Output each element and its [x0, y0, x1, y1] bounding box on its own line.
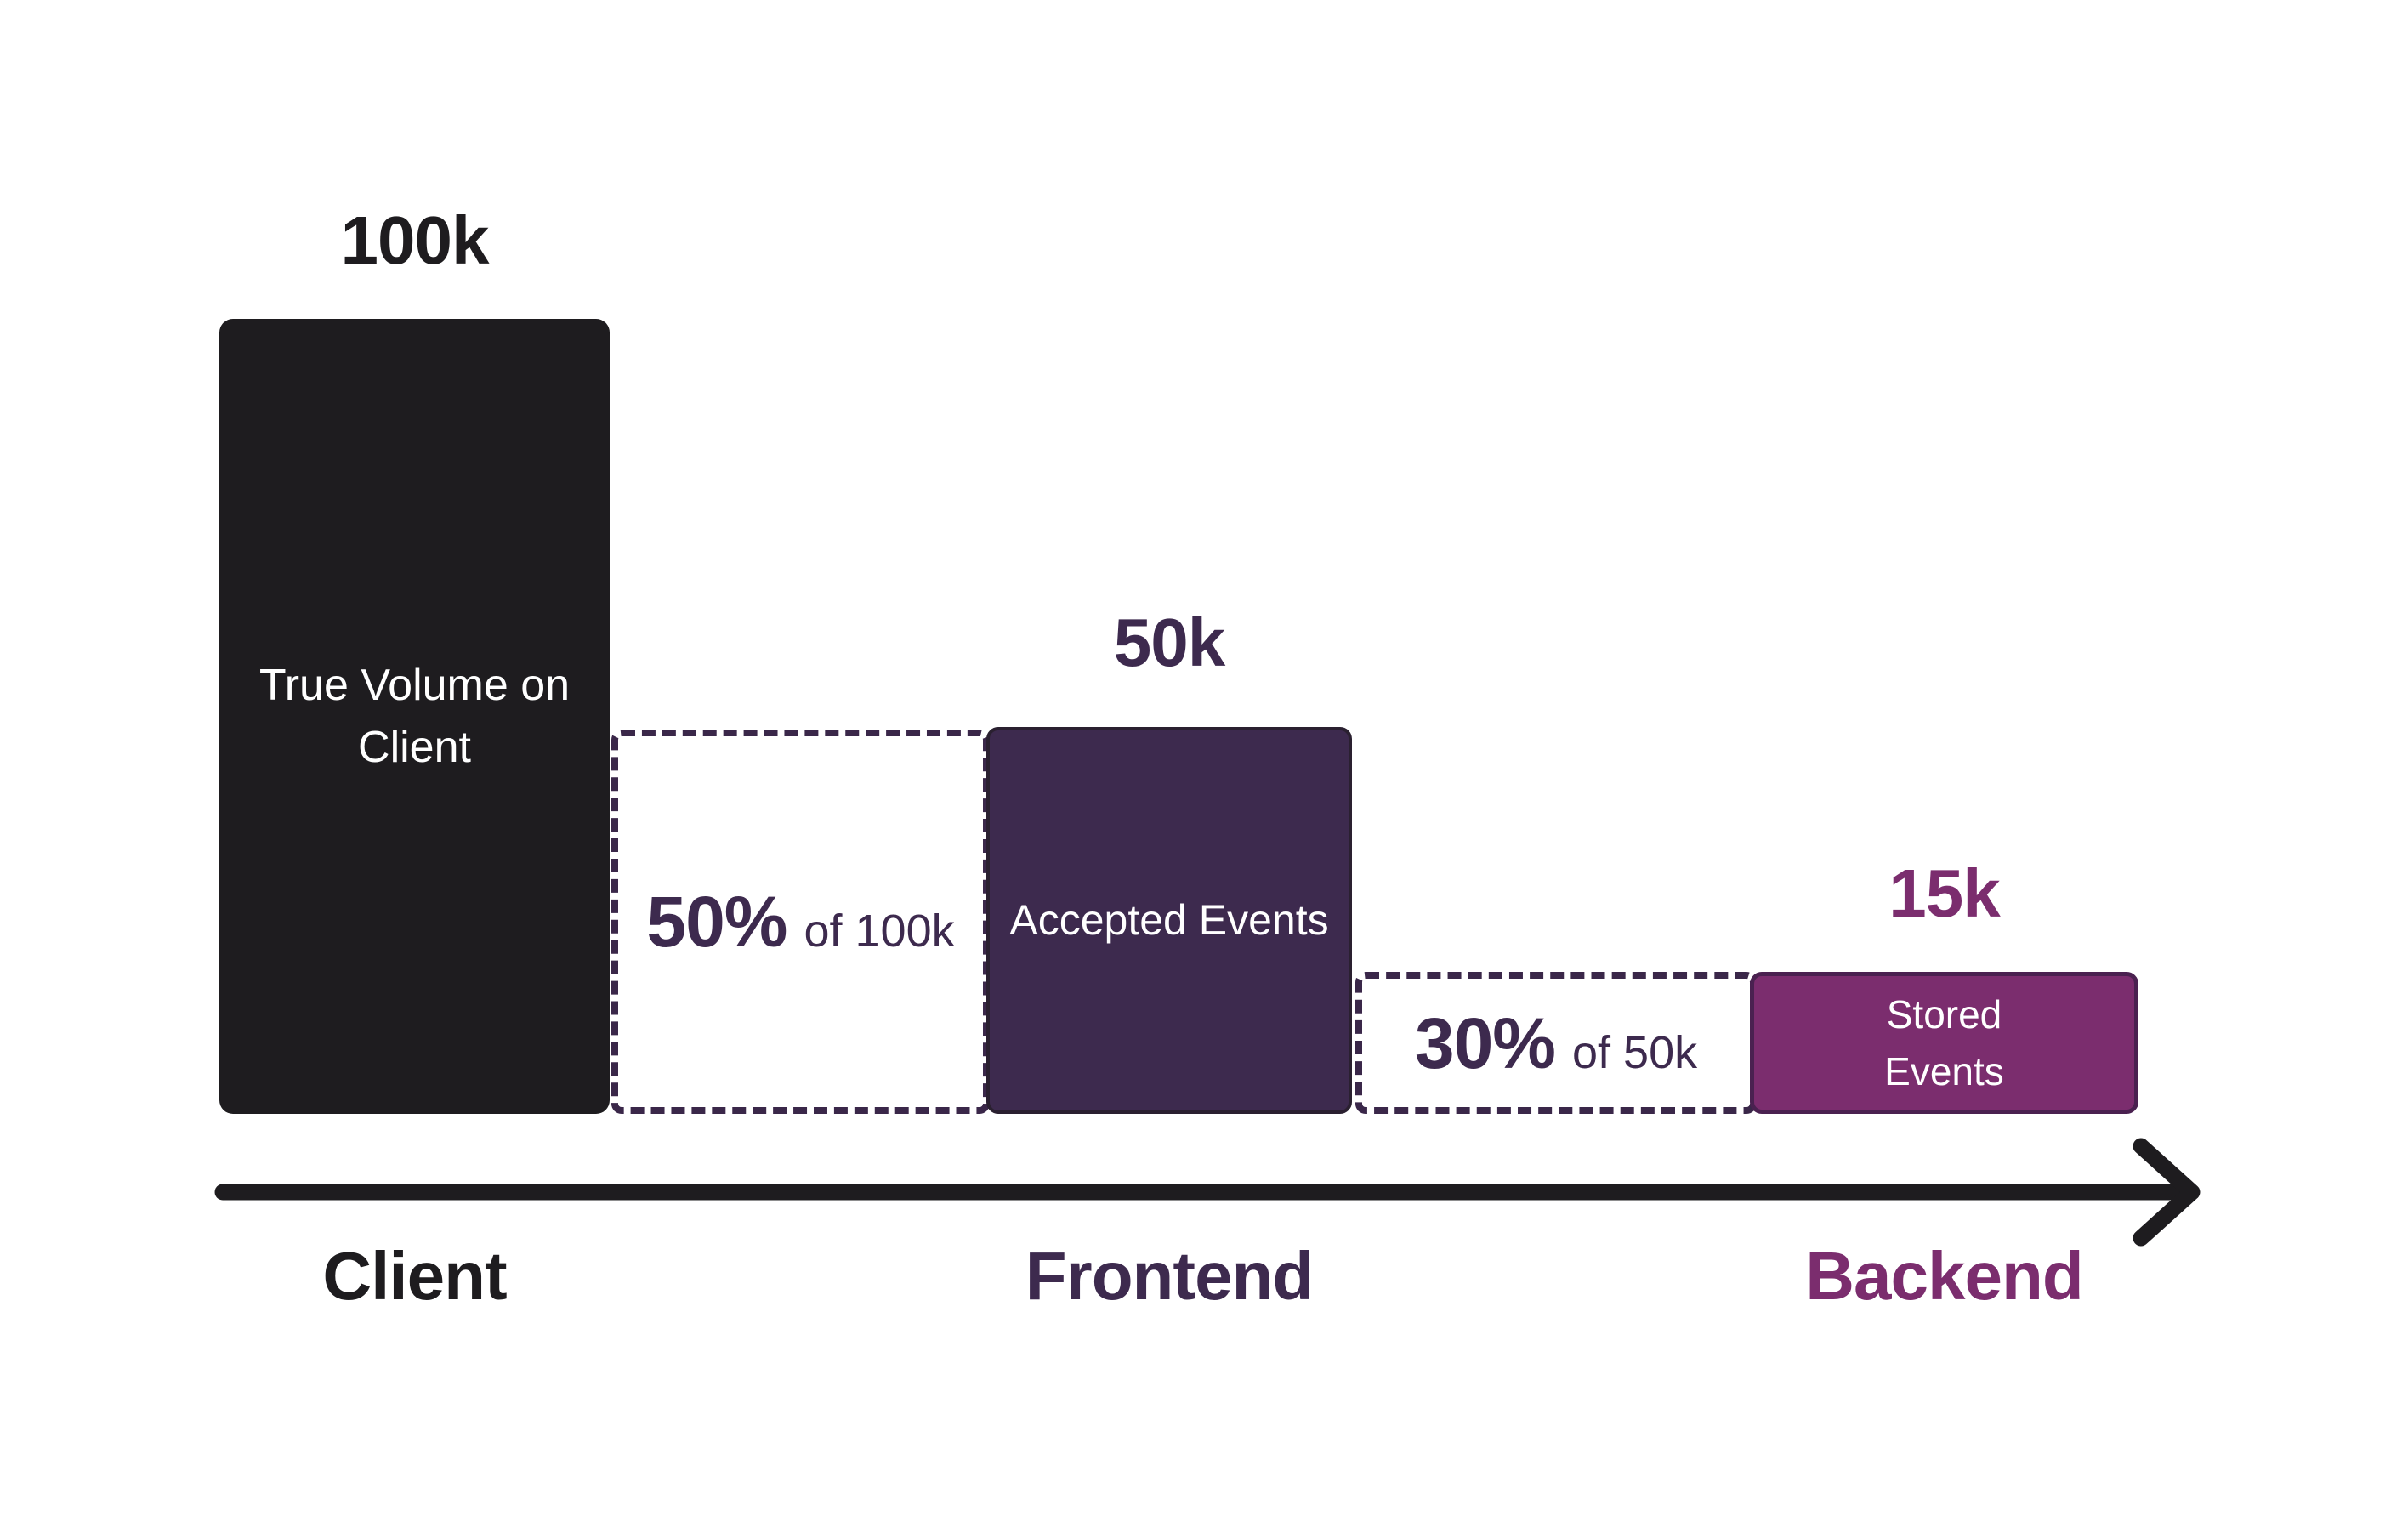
- bar-label-stored-events: Stored Events: [1754, 986, 2134, 1099]
- drop-annotation: 30% of 50k: [1415, 1008, 1697, 1079]
- drop-annotation: 50% of 100k: [646, 886, 954, 957]
- drop-box-backend-sampling: 30% of 50k: [1355, 972, 1757, 1114]
- bar-label-line: Events: [1884, 1048, 2004, 1093]
- bar-accepted-events: Accepted Events: [986, 727, 1352, 1114]
- bar-label-true-volume: True Volume on Client: [219, 655, 610, 779]
- flow-arrow-head-icon: [2133, 1138, 2201, 1247]
- bar-label-line: Stored: [1886, 991, 2002, 1036]
- bar-label-line: Client: [358, 722, 471, 772]
- bar-label-line: Accepted Events: [1009, 896, 1329, 944]
- bar-label-line: True Volume on: [258, 660, 571, 710]
- drop-box-frontend-sampling: 50% of 100k: [611, 730, 990, 1114]
- bar-stored-events: Stored Events: [1750, 972, 2138, 1114]
- drop-suffix: of 100k: [804, 906, 955, 957]
- bar-label-accepted-events: Accepted Events: [990, 893, 1349, 948]
- axis-label-frontend: Frontend: [1025, 1238, 1315, 1314]
- axis-label-client: Client: [322, 1238, 507, 1314]
- bar-true-volume-on-client: True Volume on Client: [219, 319, 610, 1114]
- value-label-frontend: 50k: [1113, 605, 1225, 680]
- drop-percent: 50%: [646, 882, 787, 962]
- drop-percent: 30%: [1414, 1002, 1556, 1083]
- drop-suffix: of 50k: [1572, 1026, 1698, 1078]
- value-label-client: 100k: [340, 202, 490, 278]
- axis-label-backend: Backend: [1805, 1238, 2083, 1314]
- value-label-backend: 15k: [1888, 855, 2000, 931]
